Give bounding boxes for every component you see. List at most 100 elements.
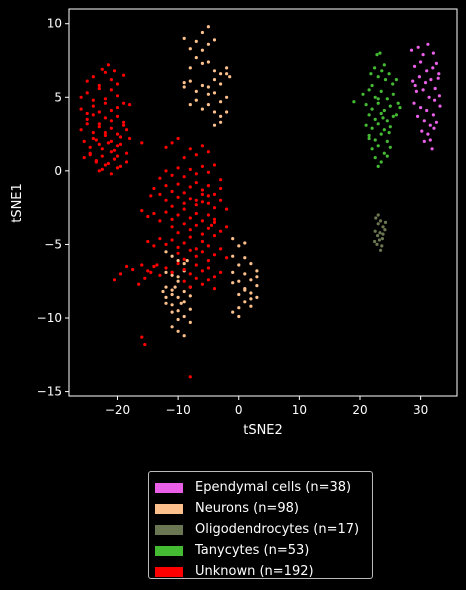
data-point — [125, 151, 129, 155]
data-point — [200, 164, 204, 168]
data-point — [79, 107, 83, 111]
data-point — [200, 144, 204, 148]
data-point — [85, 91, 89, 95]
data-point — [103, 131, 107, 135]
data-point — [194, 247, 198, 251]
legend-label: Ependymal cells (n=38) — [195, 480, 352, 495]
data-point — [379, 89, 383, 93]
data-point — [422, 119, 426, 123]
data-point — [219, 100, 223, 104]
data-point — [88, 145, 92, 149]
data-point — [115, 94, 120, 98]
data-point — [97, 83, 101, 88]
data-point — [170, 270, 174, 274]
data-point — [426, 132, 430, 136]
data-point — [103, 133, 107, 138]
data-point — [97, 169, 101, 173]
data-point — [176, 279, 180, 283]
data-point — [88, 153, 92, 157]
data-point — [109, 88, 113, 92]
data-point — [379, 111, 383, 116]
data-point — [381, 225, 385, 229]
data-point — [434, 61, 438, 65]
data-point — [79, 128, 83, 132]
data-point — [122, 120, 126, 124]
data-point — [212, 220, 217, 224]
data-point — [194, 203, 198, 207]
y-tick-label: −10 — [37, 311, 62, 325]
data-point — [225, 207, 229, 211]
data-point — [140, 335, 144, 339]
y-tick-label: −5 — [44, 237, 62, 251]
data-point — [122, 73, 126, 77]
data-point — [170, 292, 174, 297]
data-point — [176, 213, 180, 217]
data-point — [182, 191, 186, 195]
data-point — [194, 276, 198, 280]
data-point — [182, 267, 186, 272]
data-point — [414, 89, 418, 93]
data-point — [249, 304, 253, 308]
data-point — [152, 186, 156, 191]
data-point — [176, 295, 180, 299]
data-point — [374, 216, 378, 220]
legend-swatch — [155, 482, 183, 493]
data-point — [411, 79, 415, 83]
data-point — [212, 217, 217, 221]
legend-label: Unknown (n=192) — [195, 564, 314, 579]
data-point — [109, 139, 113, 143]
data-point — [388, 125, 392, 129]
data-point — [237, 306, 241, 310]
data-point — [382, 108, 386, 113]
data-point — [431, 113, 435, 117]
data-point — [164, 266, 168, 270]
data-point — [140, 209, 144, 213]
data-point — [164, 301, 168, 305]
data-point — [170, 189, 174, 194]
legend-item-ependymal: Ependymal cells (n=38) — [155, 477, 372, 498]
data-point — [170, 303, 174, 307]
data-point — [137, 282, 141, 286]
data-point — [188, 103, 192, 107]
data-point — [170, 254, 174, 258]
data-point — [255, 275, 259, 279]
data-point — [200, 30, 204, 35]
data-point — [194, 98, 198, 102]
data-point — [182, 207, 186, 211]
data-point — [176, 275, 180, 279]
data-point — [146, 239, 150, 244]
data-point — [188, 66, 192, 70]
data-point — [173, 285, 177, 289]
data-point — [125, 128, 129, 132]
data-point — [194, 254, 198, 258]
data-point — [158, 176, 162, 180]
y-tick-label: −15 — [37, 385, 62, 399]
data-point — [182, 289, 186, 294]
data-point — [255, 284, 259, 288]
data-point — [182, 334, 186, 338]
data-point — [376, 75, 380, 79]
data-point — [85, 122, 89, 126]
data-point — [385, 154, 389, 158]
data-point — [412, 101, 416, 105]
data-point — [231, 254, 235, 258]
data-point — [143, 276, 147, 280]
data-point — [212, 163, 217, 167]
data-point — [91, 75, 95, 79]
data-point — [212, 123, 217, 127]
data-point — [182, 175, 186, 179]
data-point — [188, 294, 192, 298]
data-point — [103, 163, 107, 167]
data-point — [249, 278, 253, 282]
data-point — [109, 172, 113, 176]
data-point — [376, 222, 380, 226]
data-point — [170, 288, 174, 292]
data-point — [118, 164, 123, 168]
data-point — [219, 247, 223, 251]
data-point — [158, 219, 162, 223]
data-point — [206, 266, 210, 270]
scatter-chart: −20 −10 0 10 20 30 −15 −10 −5 0 5 10 tSNE2 tSNE1 — [10, 8, 458, 438]
data-point — [91, 131, 95, 135]
data-point — [243, 288, 247, 292]
x-tick-label: 0 — [235, 403, 243, 417]
